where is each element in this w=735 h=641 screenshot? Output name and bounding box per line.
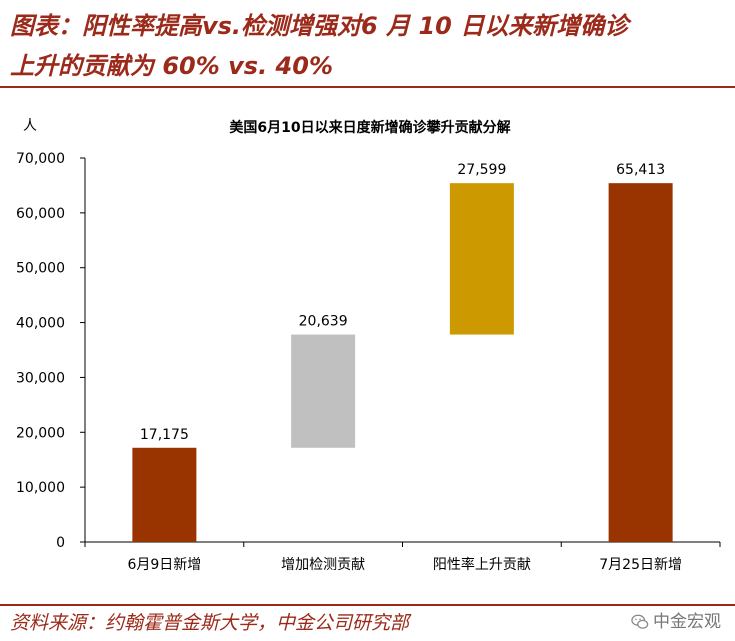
y-tick-label: 50,000 [16,261,65,277]
bar [132,447,197,542]
value-labels: 17,175 20,639 27,599 65,413 [140,162,665,443]
title-line-2: 上升的贡献为 60% vs. 40% [10,52,334,80]
bottom-divider [0,604,735,606]
axes: 0 10,000 20,000 30,000 40,000 50,000 60,000 70,… [16,151,721,573]
wechat-icon [631,614,649,629]
x-tick-label: 增加检测贡献 [281,557,365,573]
y-tick-label: 30,000 [16,370,65,386]
data-label: 65,413 [616,162,665,178]
y-tick-label: 0 [56,535,65,551]
watermark: 中金宏观 [631,607,721,637]
y-tick-label: 60,000 [16,206,65,222]
bar [291,334,356,448]
data-label: 27,599 [457,162,506,178]
y-tick-label: 10,000 [16,480,65,496]
bar [449,183,514,335]
top-divider [0,86,735,88]
data-label: 20,639 [299,314,348,330]
waterfall-chart: 美国6月10日以来日度新增确诊攀升贡献分解 人 0 10,000 20,000 30,… [16,118,721,573]
chart-container: 美国6月10日以来日度新增确诊攀升贡献分解 人 0 10,000 20,000 30,… [0,90,735,600]
data-label: 17,175 [140,427,189,443]
x-tick-label: 7月25日新增 [599,557,682,573]
bars [132,183,673,542]
chart-title: 美国6月10日以来日度新增确诊攀升贡献分解 [229,119,510,136]
x-tick-label: 6月9日新增 [127,557,201,573]
y-tick-label: 70,000 [16,151,65,167]
y-tick-label: 20,000 [16,425,65,441]
watermark-text: 中金宏观 [653,612,721,632]
bar [608,183,673,542]
title-line-1: 图表：阳性率提高vs.检测增强对6 月 10 日以来新增确诊 [10,12,629,40]
source-note: 资料来源：约翰霍普金斯大学，中金公司研究部 [10,612,410,634]
y-tick-label: 40,000 [16,316,65,332]
y-axis-unit-label: 人 [23,118,37,134]
page-title: 图表：阳性率提高vs.检测增强对6 月 10 日以来新增确诊 上升的贡献为 60… [10,6,725,86]
x-tick-label: 阳性率上升贡献 [433,556,531,573]
